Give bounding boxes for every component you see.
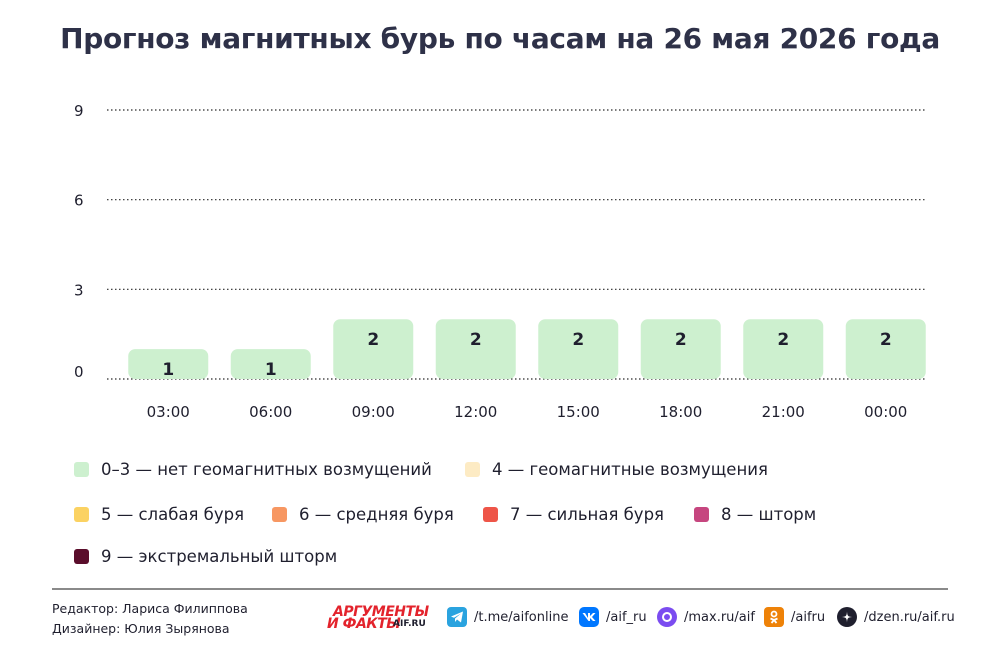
max-icon xyxy=(657,607,677,627)
legend-item: 7 — сильная буря xyxy=(483,505,664,524)
x-tick-label: 15:00 xyxy=(557,403,600,421)
x-tick-label: 21:00 xyxy=(762,403,805,421)
legend-swatch xyxy=(272,507,287,522)
data-label: 1 xyxy=(265,360,277,380)
social-label: /aif_ru xyxy=(606,609,647,625)
data-label: 1 xyxy=(162,360,174,380)
social-link-max[interactable]: /max.ru/aif xyxy=(657,607,755,627)
x-tick-label: 06:00 xyxy=(249,403,292,421)
dzen-icon xyxy=(837,607,857,627)
y-tick-label: 9 xyxy=(74,102,84,120)
legend-item: 6 — средняя буря xyxy=(272,505,454,524)
x-tick-label: 03:00 xyxy=(147,403,190,421)
social-label: /aifru xyxy=(791,609,826,625)
x-tick-label: 09:00 xyxy=(352,403,395,421)
legend-item: 0–3 — нет геомагнитных возмущений xyxy=(74,460,432,479)
chart-title: Прогноз магнитных бурь по часам на 26 ма… xyxy=(60,22,940,55)
legend-label: 9 — экстремальный шторм xyxy=(101,547,338,566)
credits: Редактор: Лариса Филиппова Дизайнер: Юли… xyxy=(52,599,248,639)
designer-credit: Дизайнер: Юлия Зырянова xyxy=(52,621,230,636)
legend-label: 0–3 — нет геомагнитных возмущений xyxy=(101,460,432,479)
bar xyxy=(845,319,926,379)
bar xyxy=(333,319,414,379)
bar xyxy=(538,319,619,379)
data-label: 2 xyxy=(777,330,789,350)
bar xyxy=(640,319,721,379)
legend-item: 4 — геомагнитные возмущения xyxy=(465,460,768,479)
social-link-telegram[interactable]: /t.me/aifonline xyxy=(447,607,568,627)
footer-divider xyxy=(52,588,948,590)
logo-site: AIF.RU xyxy=(393,619,426,629)
legend-label: 7 — сильная буря xyxy=(510,505,664,524)
social-label: /dzen.ru/aif.ru xyxy=(864,609,955,625)
x-tick-label: 12:00 xyxy=(454,403,497,421)
data-label: 2 xyxy=(675,330,687,350)
legend-item: 8 — шторм xyxy=(694,505,816,524)
legend-swatch xyxy=(483,507,498,522)
social-label: /max.ru/aif xyxy=(684,609,755,625)
bar xyxy=(230,349,311,379)
social-link-odnoklassniki[interactable]: /aifru xyxy=(764,607,825,627)
y-tick-label: 0 xyxy=(74,363,84,381)
vk-icon xyxy=(579,607,599,627)
social-link-dzen[interactable]: /dzen.ru/aif.ru xyxy=(837,607,955,627)
bar xyxy=(435,319,516,379)
telegram-icon xyxy=(447,607,467,627)
odnoklassniki-icon xyxy=(764,607,784,627)
y-tick-label: 3 xyxy=(74,281,84,299)
y-tick-label: 6 xyxy=(74,192,84,210)
data-label: 2 xyxy=(572,330,584,350)
legend-swatch xyxy=(74,549,89,564)
aif-logo[interactable]: АРГУМЕНТЫ И ФАКТЫ AIF.RU xyxy=(327,604,435,634)
legend-label: 6 — средняя буря xyxy=(299,505,454,524)
x-tick-label: 00:00 xyxy=(864,403,907,421)
editor-credit: Редактор: Лариса Филиппова xyxy=(52,601,248,616)
bar xyxy=(743,319,824,379)
social-link-vk[interactable]: /aif_ru xyxy=(579,607,647,627)
x-tick-label: 18:00 xyxy=(659,403,702,421)
bar-chart: 0 3 6 9 1 03:00 1 06:00 2 09:00 2 12:00 2 15:00 2 18:00… xyxy=(74,102,927,421)
social-label: /t.me/aifonline xyxy=(474,609,569,625)
legend-label: 5 — слабая буря xyxy=(101,505,245,524)
legend-label: 4 — геомагнитные возмущения xyxy=(492,460,768,479)
data-label: 2 xyxy=(880,330,892,350)
legend-label: 8 — шторм xyxy=(721,505,817,524)
legend-swatch xyxy=(694,507,709,522)
data-label: 2 xyxy=(367,330,379,350)
logo-line-2: И ФАКТЫ xyxy=(327,616,401,632)
legend-swatch xyxy=(74,462,89,477)
legend-item: 9 — экстремальный шторм xyxy=(74,547,337,566)
legend-swatch xyxy=(74,507,89,522)
data-label: 2 xyxy=(470,330,482,350)
logo-line-1: АРГУМЕНТЫ xyxy=(333,604,429,620)
legend-swatch xyxy=(465,462,480,477)
bar xyxy=(128,349,209,379)
legend-item: 5 — слабая буря xyxy=(74,505,244,524)
